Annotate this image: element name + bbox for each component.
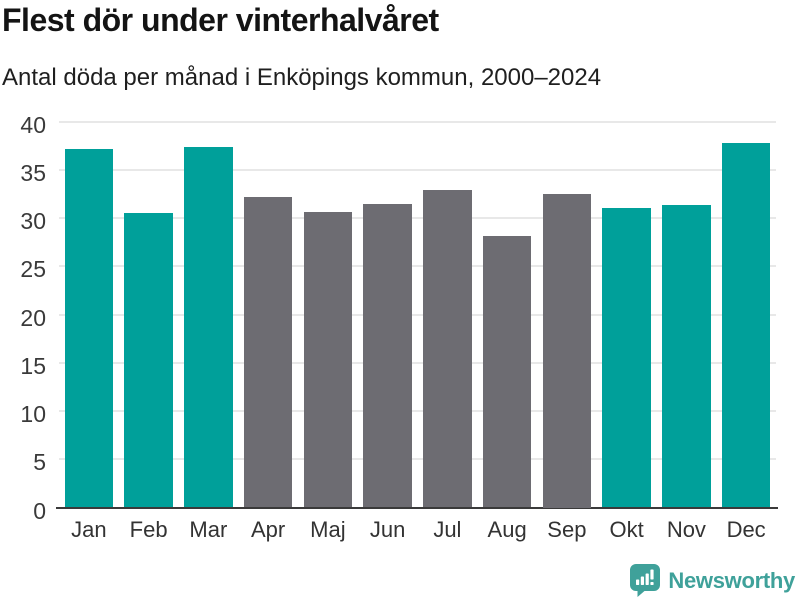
x-axis-label-feb: Feb xyxy=(129,517,168,542)
bar-sep xyxy=(542,193,592,508)
bar-dec xyxy=(721,142,771,508)
gridline-30 xyxy=(59,217,776,219)
gridline-25 xyxy=(59,265,776,268)
y-axis-tick-40: 40 xyxy=(20,111,46,138)
bar-nov xyxy=(662,205,711,508)
y-axis-tick-5: 5 xyxy=(33,449,46,476)
bar-okt xyxy=(602,208,651,508)
brand-name: Newsworthy xyxy=(668,567,795,593)
x-axis-label-maj: Maj xyxy=(310,517,346,542)
x-axis-label-aug: Aug xyxy=(487,517,527,542)
bar-feb xyxy=(124,213,173,508)
gridline-40 xyxy=(59,120,776,123)
gridline-10 xyxy=(59,410,776,412)
y-axis-tick-30: 30 xyxy=(20,208,46,234)
x-axis-label-jan: Jan xyxy=(71,517,107,542)
bar-maj xyxy=(303,212,353,508)
bar-jul xyxy=(423,190,472,508)
bar-jun xyxy=(363,204,412,508)
chart-title: Flest dör under vinterhalvåret xyxy=(2,2,439,38)
bar-jan xyxy=(64,148,114,508)
bar-aug xyxy=(482,236,532,508)
y-axis-tick-35: 35 xyxy=(20,159,46,186)
bar-apr xyxy=(243,196,293,508)
newsworthy-logo: Newsworthy xyxy=(630,564,795,597)
bar-chart-speech-bubble-icon xyxy=(630,564,661,597)
x-axis-label-jun: Jun xyxy=(369,517,406,542)
x-axis-line xyxy=(56,506,778,509)
x-axis-label-sep: Sep xyxy=(547,517,587,542)
x-axis-label-nov: Nov xyxy=(666,517,706,542)
y-axis-tick-20: 20 xyxy=(20,304,46,331)
bar-mar xyxy=(184,146,233,508)
gridline-5 xyxy=(59,458,776,461)
gridline-15 xyxy=(59,361,776,364)
y-axis-tick-15: 15 xyxy=(20,352,46,379)
gridline-35 xyxy=(59,168,776,171)
gridline-20 xyxy=(59,313,776,316)
y-axis-tick-25: 25 xyxy=(20,256,46,283)
x-axis-label-jul: Jul xyxy=(433,517,462,542)
x-axis-label-mar: Mar xyxy=(189,517,228,542)
y-axis-tick-10: 10 xyxy=(20,401,46,427)
x-axis-label-dec: Dec xyxy=(726,517,766,542)
x-axis-label-okt: Okt xyxy=(609,517,644,542)
y-axis-tick-0: 0 xyxy=(33,497,46,524)
chart-subtitle: Antal döda per månad i Enköpings kommun,… xyxy=(2,64,602,91)
x-axis-label-apr: Apr xyxy=(251,517,286,542)
